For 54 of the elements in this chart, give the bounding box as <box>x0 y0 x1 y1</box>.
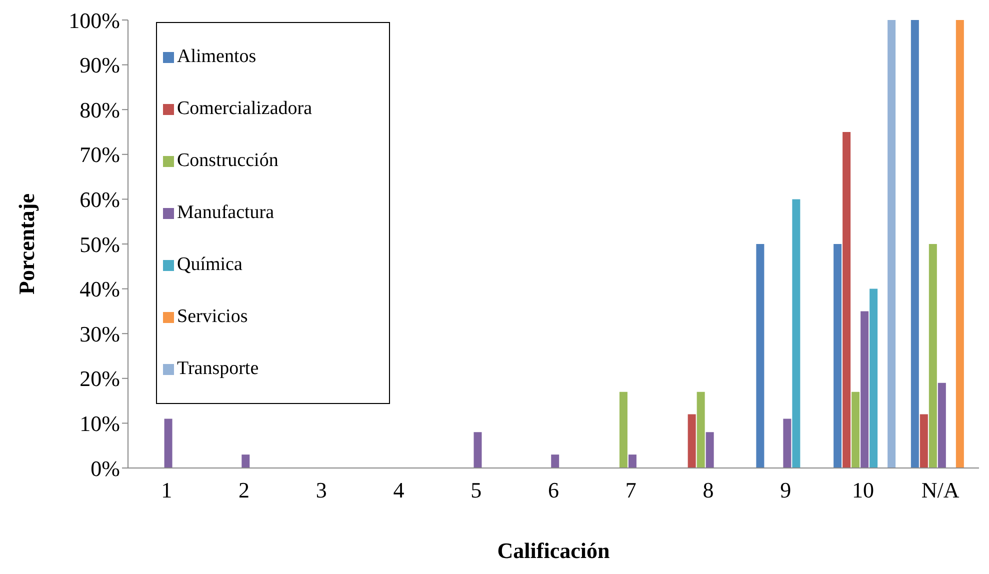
legend-label: Manufactura <box>177 202 274 224</box>
bar <box>619 392 628 468</box>
y-tick-label: 30% <box>80 321 120 346</box>
legend-label: Alimentos <box>177 46 256 68</box>
y-tick-label: 10% <box>80 411 120 436</box>
bar <box>474 432 482 468</box>
bar <box>834 244 842 468</box>
x-tick-label: 5 <box>470 478 482 503</box>
bar <box>783 418 792 468</box>
y-tick-label: 50% <box>80 232 120 257</box>
x-tick-label: 6 <box>548 478 559 503</box>
bar <box>688 414 696 468</box>
bar <box>938 382 946 468</box>
x-tick-label: 4 <box>393 478 404 503</box>
bar <box>910 20 919 468</box>
legend-label: Química <box>177 254 242 276</box>
x-tick-label: 10 <box>852 478 874 503</box>
bar <box>551 454 560 468</box>
x-tick-label: 1 <box>161 478 172 503</box>
y-tick-label: 90% <box>80 52 120 78</box>
x-tick-label: 7 <box>625 478 636 503</box>
bar <box>920 414 928 468</box>
bar <box>852 392 860 468</box>
y-tick-label: 40% <box>80 276 120 302</box>
y-axis-title: Porcentaje <box>14 193 39 294</box>
bar <box>888 20 896 468</box>
legend-label: Transporte <box>177 358 259 380</box>
x-tick-label: 2 <box>238 478 250 503</box>
y-tick-label: 80% <box>80 97 120 122</box>
bar <box>842 132 851 468</box>
y-tick-label: 20% <box>80 366 120 392</box>
x-tick-label: 3 <box>316 478 327 503</box>
bar <box>696 392 705 468</box>
legend-label: Construcción <box>177 150 278 172</box>
bar <box>706 432 714 468</box>
x-tick-label: 9 <box>780 478 792 503</box>
y-tick-label: 60% <box>80 187 120 212</box>
bar <box>860 311 869 468</box>
bar <box>956 20 964 468</box>
bar <box>928 244 937 468</box>
legend-label: Comercializadora <box>177 98 312 120</box>
bar <box>756 244 764 468</box>
x-tick-label: 8 <box>702 478 714 503</box>
x-tick-label: N/A <box>921 478 960 503</box>
bar <box>628 454 636 468</box>
bar <box>242 454 250 468</box>
bar <box>792 199 800 468</box>
x-axis-title: Calificación <box>497 538 610 563</box>
y-tick-label: 0% <box>90 456 120 481</box>
bar <box>164 418 172 468</box>
bar <box>870 288 878 468</box>
y-tick-label: 70% <box>80 142 120 168</box>
legend-label: Servicios <box>177 306 248 328</box>
y-tick-label: 100% <box>68 8 120 33</box>
